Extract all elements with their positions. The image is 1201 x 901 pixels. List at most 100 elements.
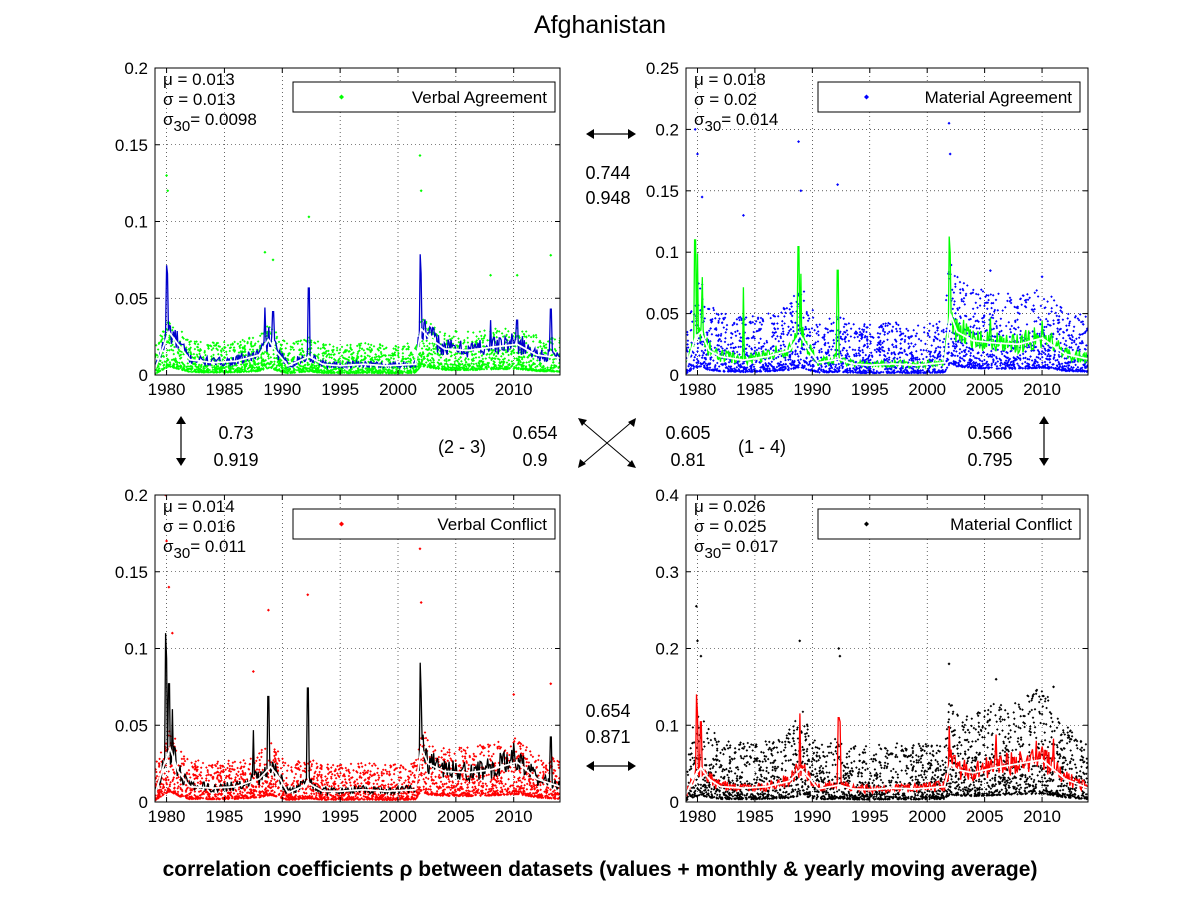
plot-area: [155, 68, 560, 375]
corr-1-4-value: 0.605: [665, 423, 710, 443]
y-tick-label: 0.05: [646, 305, 679, 324]
y-tick-label: 0: [670, 793, 679, 812]
scatter-series: [686, 604, 1088, 802]
stat-sigma: σ = 0.02: [694, 90, 757, 109]
data-point: [166, 189, 170, 193]
y-tick-label: 0.05: [115, 289, 148, 308]
x-tick-label: 2005: [437, 807, 475, 826]
data-point: [948, 152, 952, 156]
stat-mu: μ = 0.013: [163, 70, 235, 89]
figure-title: Afghanistan: [534, 11, 666, 39]
x-tick-label: 2000: [379, 380, 417, 399]
yearly-average-line: [686, 758, 1088, 795]
data-point: [836, 183, 840, 187]
y-tick-label: 0.1: [124, 640, 148, 659]
panel-material-agreement: 1980 1985 1990 1995 2000 2005 2010 0 0.05 0.1 0.15…: [646, 59, 1089, 399]
x-tick-label: 2010: [495, 380, 533, 399]
data-point: [741, 213, 745, 217]
data-point: [306, 593, 310, 597]
y-tick-label: 0: [139, 793, 148, 812]
data-point: [419, 189, 423, 193]
corr-1-2-smoothed: 0.948: [585, 188, 630, 208]
x-tick-label: 2010: [1023, 380, 1061, 399]
correlation-1-3: 0.73 0.919: [176, 416, 259, 470]
panel-verbal-agreement: 1980 1985 1990 1995 2000 2005 2010 0 0.05 0.1 0.15…: [115, 59, 561, 399]
cross-arrows-icon: [578, 418, 636, 468]
data-point: [1040, 275, 1044, 279]
y-tick-label: 0.2: [124, 486, 148, 505]
data-point: [418, 547, 422, 551]
correlation-3-4: 0.654 0.871: [585, 701, 636, 771]
stat-sigma30: σ30= 0.011: [163, 537, 246, 562]
corr-1-4-smoothed: 0.81: [670, 450, 705, 470]
legend: Verbal Conflict: [292, 508, 556, 540]
data-point: [165, 539, 169, 543]
legend-label: Verbal Agreement: [412, 88, 547, 107]
corr-1-4-label: (1 - 4): [738, 437, 786, 457]
data-point: [1052, 685, 1056, 689]
data-point: [837, 647, 841, 650]
x-tick-label: 1995: [321, 807, 359, 826]
x-tick-label: 2000: [908, 380, 946, 399]
x-tick-label: 2005: [966, 380, 1004, 399]
y-tick-label: 0.2: [124, 59, 148, 78]
legend-label: Material Agreement: [925, 88, 1073, 107]
yearly-average-line: [155, 327, 560, 370]
data-points: [686, 263, 1088, 375]
corr-2-3-smoothed: 0.9: [522, 450, 547, 470]
y-tick-label: 0.2: [655, 120, 679, 139]
data-point: [798, 639, 802, 643]
data-point: [263, 250, 267, 254]
data-point: [994, 677, 998, 681]
x-tick-label: 2005: [437, 380, 475, 399]
data-point: [838, 654, 842, 658]
y-tick-label: 0.05: [115, 716, 148, 735]
y-tick-label: 0.1: [655, 243, 679, 262]
axes-box: [685, 67, 1089, 376]
x-tick-label: 1990: [263, 807, 301, 826]
data-point: [1034, 689, 1038, 693]
x-tick-label: 1980: [148, 807, 186, 826]
plot-area: [686, 68, 1088, 375]
data-point: [251, 670, 255, 674]
x-tick-label: 1985: [206, 807, 244, 826]
corr-1-3-smoothed: 0.919: [213, 450, 258, 470]
scatter-series: [155, 495, 560, 802]
data-point: [797, 140, 801, 144]
x-tick-label: 2010: [495, 807, 533, 826]
data-point: [693, 127, 697, 131]
corr-1-2-value: 0.744: [585, 163, 630, 183]
x-tick-label: 1980: [679, 380, 717, 399]
legend: Verbal Agreement: [292, 81, 556, 113]
y-tick-label: 0.4: [655, 486, 679, 505]
legend-marker-icon: [339, 521, 344, 527]
legend-marker-icon: [864, 521, 869, 527]
data-point: [419, 600, 423, 604]
correlation-2-3: (2 - 3) 0.654 0.9: [438, 423, 558, 470]
corr-3-4-smoothed: 0.871: [585, 727, 630, 747]
data-point: [947, 662, 951, 666]
corr-3-4-value: 0.654: [585, 701, 630, 721]
legend-box: [292, 508, 556, 540]
data-point: [266, 608, 270, 612]
data-point: [165, 173, 169, 177]
corr-2-4-smoothed: 0.795: [967, 450, 1012, 470]
x-tick-label: 1985: [206, 380, 244, 399]
data-point: [170, 631, 174, 635]
legend-marker-icon: [864, 94, 869, 100]
x-tick-label: 1995: [851, 380, 889, 399]
x-tick-label: 1990: [793, 807, 831, 826]
stat-mu: μ = 0.018: [694, 70, 766, 89]
yearly-average-line: [686, 313, 1088, 368]
x-tick-label: 2000: [908, 807, 946, 826]
data-point: [271, 258, 275, 262]
monthly-average-line: [686, 236, 1088, 370]
x-tick-label: 1985: [736, 380, 774, 399]
legend-label: Verbal Conflict: [437, 515, 547, 534]
y-tick-label: 0.25: [646, 59, 679, 78]
legend-box: [817, 508, 1081, 540]
double-arrow-vertical-icon: [1039, 416, 1049, 466]
